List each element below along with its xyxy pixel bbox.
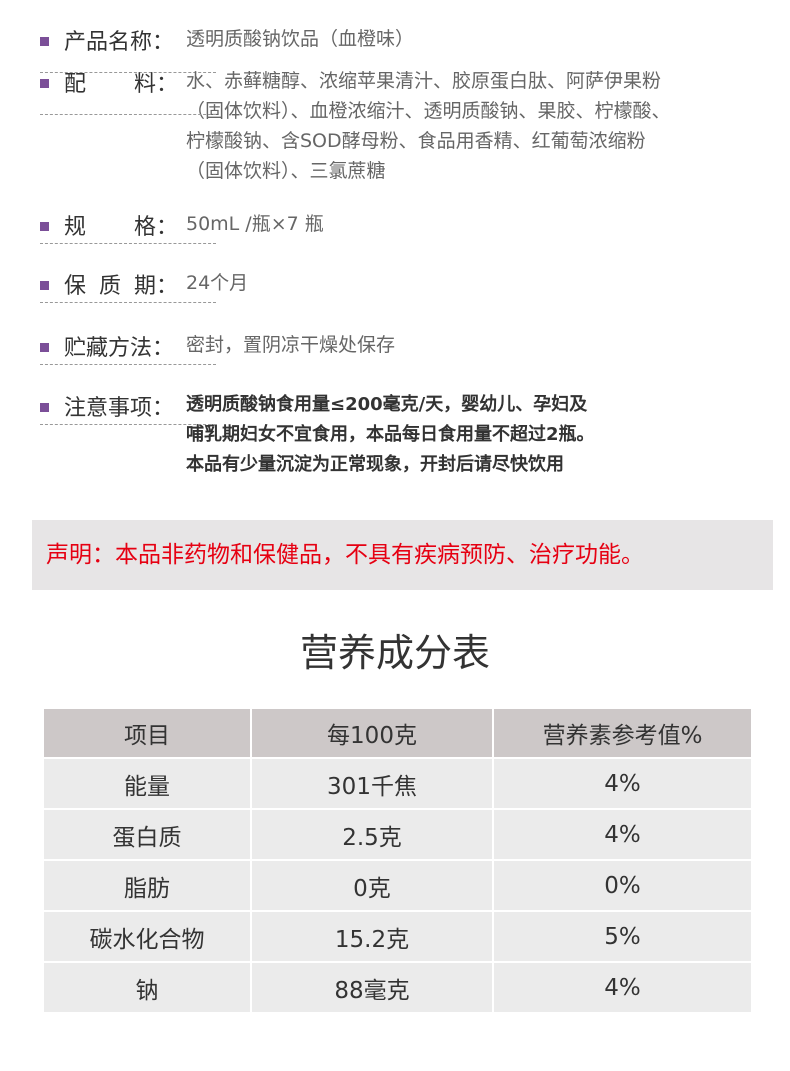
- spec-line: 哺乳期妇女不宜食用，本品每日食用量不超过2瓶。: [186, 424, 595, 445]
- spec-value: 透明质酸钠饮品（血橙味）: [186, 24, 414, 54]
- cell: 脂肪: [44, 861, 250, 910]
- label-part: 料：: [133, 72, 178, 97]
- cell: 301千焦: [252, 759, 492, 808]
- spec-value: 50mL /瓶×7 瓶: [186, 209, 324, 239]
- table-row: 碳水化合物 15.2克 5%: [44, 912, 751, 961]
- spec-label: 保质期：: [64, 268, 178, 300]
- header-cell: 项目: [44, 709, 250, 757]
- bullet-icon: [40, 222, 49, 231]
- disclaimer-banner: 声明：本品非药物和保健品，不具有疾病预防、治疗功能。: [32, 520, 773, 590]
- table-row: 蛋白质 2.5克 4%: [44, 810, 751, 859]
- cell: 0%: [494, 861, 751, 910]
- spec-value: 密封，置阴凉干燥处保存: [186, 330, 395, 360]
- divider: [40, 364, 216, 365]
- cell: 15.2克: [252, 912, 492, 961]
- spec-line: 透明质酸钠食用量≤200毫克/天，婴幼儿、孕妇及: [186, 394, 588, 415]
- nutrition-title: 营养成分表: [299, 631, 490, 675]
- cell: 能量: [44, 759, 250, 808]
- spec-value: 24个月: [186, 268, 248, 298]
- table-header: 项目 每100克 营养素参考值%: [44, 709, 751, 757]
- header-cell: 营养素参考值%: [494, 709, 751, 757]
- spec-line: 本品有少量沉淀为正常现象，开封后请尽快饮用: [186, 454, 564, 475]
- cell: 5%: [494, 912, 751, 961]
- spec-line: 24个月: [186, 272, 249, 294]
- bullet-icon: [40, 281, 49, 290]
- nutrition-table: 项目 每100克 营养素参考值% 能量 301千焦 4% 蛋白质 2.5克 4% 脂肪 0…: [42, 707, 753, 1014]
- label-part: 配: [64, 72, 87, 97]
- spec-label: 规 格：: [64, 209, 178, 241]
- spec-label: 配 料：: [64, 66, 178, 98]
- cell: 碳水化合物: [44, 912, 250, 961]
- divider: [40, 424, 216, 425]
- label-part: 格：: [133, 215, 178, 240]
- divider: [40, 114, 216, 115]
- table-row: 能量 301千焦 4%: [44, 759, 751, 808]
- spec-value: 透明质酸钠食用量≤200毫克/天，婴幼儿、孕妇及 哺乳期妇女不宜食用，本品每日食…: [186, 390, 595, 480]
- divider: [40, 302, 216, 303]
- spec-line: 透明质酸钠饮品（血橙味）: [186, 28, 415, 50]
- bullet-icon: [40, 343, 49, 352]
- bullet-icon: [40, 79, 49, 88]
- cell: 钠: [44, 963, 250, 1012]
- bullet-icon: [40, 37, 49, 46]
- cell: 0克: [252, 861, 492, 910]
- cell: 蛋白质: [44, 810, 250, 859]
- cell: 4%: [494, 810, 751, 859]
- spec-line: 柠檬酸钠、含SOD酵母粉、食品用香精、红葡萄浓缩粉: [186, 130, 646, 152]
- cell: 4%: [494, 759, 751, 808]
- spec-line: 密封，置阴凉干燥处保存: [186, 334, 396, 356]
- spec-label: 注意事项：: [64, 396, 175, 421]
- spec-line: 50mL /瓶×7 瓶: [186, 213, 324, 235]
- cell: 2.5克: [252, 810, 492, 859]
- label-part: 质: [98, 274, 121, 299]
- spec-line: 水、赤藓糖醇、浓缩苹果清汁、胶原蛋白肽、阿萨伊果粉: [186, 70, 662, 92]
- spec-line: （固体饮料）、三氯蔗糖: [186, 160, 386, 182]
- divider: [40, 243, 216, 244]
- cell: 88毫克: [252, 963, 492, 1012]
- spec-label: 贮藏方法：: [64, 336, 175, 361]
- header-cell: 每100克: [252, 709, 492, 757]
- label-part: 规: [64, 215, 87, 240]
- table-row: 钠 88毫克 4%: [44, 963, 751, 1012]
- divider: [40, 72, 216, 73]
- label-part: 保: [64, 274, 87, 299]
- table-row: 脂肪 0克 0%: [44, 861, 751, 910]
- spec-value: 水、赤藓糖醇、浓缩苹果清汁、胶原蛋白肽、阿萨伊果粉 （固体饮料）、血橙浓缩汁、透…: [186, 66, 671, 186]
- spec-line: （固体饮料）、血橙浓缩汁、透明质酸钠、果胶、柠檬酸、: [186, 100, 671, 122]
- bullet-icon: [40, 403, 49, 412]
- label-part: 期：: [133, 274, 178, 299]
- spec-label: 产品名称：: [64, 30, 175, 55]
- cell: 4%: [494, 963, 751, 1012]
